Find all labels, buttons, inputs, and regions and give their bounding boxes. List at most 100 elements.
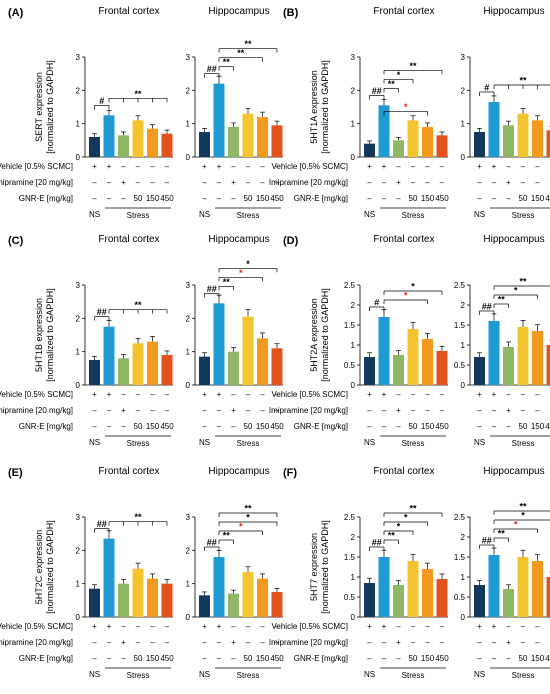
treatment-mark: 450 (160, 422, 174, 431)
treatment-mark: – (440, 178, 445, 187)
treatment-mark: – (396, 422, 401, 431)
sig-label: ## (372, 86, 382, 96)
treatment-mark: – (202, 194, 207, 203)
y-tick-label: 3 (76, 53, 81, 62)
treatment-mark: – (260, 390, 265, 399)
bar-ns (199, 132, 210, 157)
treatment-mark: 150 (421, 422, 435, 431)
treatment-mark: – (217, 422, 222, 431)
y-tick-label: 1.5 (344, 553, 356, 562)
treatment-mark: – (506, 194, 511, 203)
group-label-ns: NS (364, 670, 375, 679)
region-title: Frontal cortex (98, 466, 159, 477)
treatment-mark: – (275, 406, 280, 415)
treatment-mark: – (477, 654, 482, 663)
group-label-stress: Stress (402, 439, 425, 448)
sig-label: ## (372, 538, 382, 548)
treatment-mark: – (107, 654, 112, 663)
bar-gnr-450 (271, 348, 283, 385)
treatment-mark: – (107, 194, 112, 203)
bar-gnr-50 (407, 329, 419, 385)
sig-label: ** (409, 504, 417, 514)
treatment-mark: – (275, 638, 280, 647)
treatment-mark: – (535, 162, 540, 171)
bar-gnr-450 (436, 579, 448, 617)
treatment-mark: + (492, 622, 497, 631)
bar-ns (364, 357, 375, 385)
treatment-mark: + (492, 162, 497, 171)
bar-stress-imipramine (503, 589, 514, 617)
treatment-mark: – (521, 406, 526, 415)
sig-label: # (99, 96, 104, 106)
sig-label: ** (519, 76, 527, 86)
treatment-row-label: GNR-E [mg/kg] (294, 654, 348, 663)
group-label-ns: NS (474, 210, 485, 219)
treatment-mark: – (440, 638, 445, 647)
bar-gnr-150 (532, 561, 543, 617)
treatment-mark: 150 (146, 194, 160, 203)
bar-gnr-150 (422, 569, 433, 617)
group-label-stress: Stress (402, 211, 425, 220)
treatment-mark: – (396, 162, 401, 171)
treatment-mark: + (396, 178, 401, 187)
y-tick-label: 0 (351, 613, 356, 622)
treatment-mark: – (121, 162, 126, 171)
treatment-mark: – (367, 638, 372, 647)
panel-letter: (C) (8, 235, 24, 247)
group-label-stress: Stress (237, 671, 260, 680)
y-tick-label: 2 (186, 86, 191, 95)
y-tick-label: 2 (76, 546, 81, 555)
y-tick-label: 0 (76, 153, 81, 162)
treatment-mark: – (217, 638, 222, 647)
y-tick-label: 2 (76, 86, 81, 95)
bar-gnr-50 (132, 343, 144, 385)
bar-gnr-450 (436, 351, 448, 385)
treatment-mark: – (231, 194, 236, 203)
y-tick-label: 0.5 (344, 361, 356, 370)
bar-ns (89, 137, 100, 157)
treatment-mark: – (535, 622, 540, 631)
treatment-mark: – (440, 406, 445, 415)
y-tick-label: 2 (186, 546, 191, 555)
sig-label: ** (388, 79, 396, 89)
treatment-mark: + (396, 638, 401, 647)
treatment-mark: – (231, 422, 236, 431)
y-tick-label: 0 (76, 381, 81, 390)
treatment-mark: – (521, 162, 526, 171)
y-axis-label-unit: [normalized to GAPDH] (320, 520, 330, 614)
group-label-stress: Stress (127, 211, 150, 220)
treatment-mark: – (121, 654, 126, 663)
y-tick-label: 3 (186, 513, 191, 522)
treatment-mark: – (425, 622, 430, 631)
treatment-mark: 450 (270, 654, 284, 663)
treatment-mark: – (202, 406, 207, 415)
treatment-row-label: Vehicle [0.5% SCMC] (0, 622, 73, 631)
sig-label: * (239, 522, 243, 532)
bar-stress-imipramine (118, 358, 129, 385)
panel-f: (F) 5HT7 expression [normalized to GAPDH] F… (269, 466, 550, 680)
treatment-mark: – (382, 654, 387, 663)
treatment-mark: – (396, 622, 401, 631)
treatment-mark: – (231, 162, 236, 171)
treatment-mark: 450 (435, 422, 449, 431)
sig-label: ** (134, 89, 142, 99)
sig-label: ** (519, 502, 527, 512)
treatment-row-label: Imipramine [20 mg/kg] (269, 178, 348, 187)
treatment-mark: – (492, 406, 497, 415)
bar-stress-vehicle (103, 538, 115, 617)
treatment-mark: – (275, 390, 280, 399)
treatment-mark: – (275, 178, 280, 187)
y-tick-label: 1 (76, 580, 81, 589)
treatment-mark: 50 (134, 194, 143, 203)
treatment-row-label: Imipramine [20 mg/kg] (0, 406, 73, 415)
sig-label: * (514, 520, 518, 530)
treatment-mark: + (477, 162, 482, 171)
panel-e: (E) 5HT2C expression [normalized to GAPDH]… (0, 466, 284, 680)
treatment-mark: – (260, 162, 265, 171)
sig-label: ** (244, 504, 252, 514)
treatment-mark: – (411, 390, 416, 399)
treatment-mark: 450 (270, 194, 284, 203)
bar-stress-vehicle (378, 557, 390, 617)
treatment-mark: – (246, 622, 251, 631)
treatment-mark: + (121, 638, 126, 647)
